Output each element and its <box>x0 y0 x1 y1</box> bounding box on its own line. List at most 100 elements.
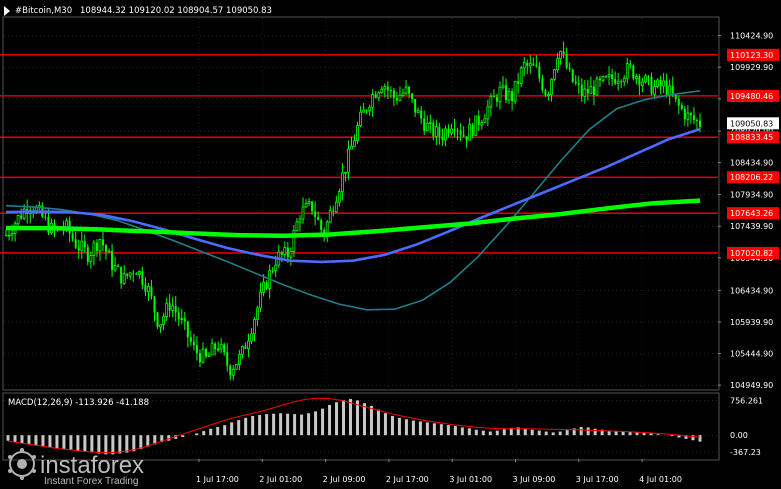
chart-header: #Bitcoin,M30 108944.32 109120.02 108904.… <box>4 6 272 16</box>
price-tick-label: 105444.90 <box>730 350 773 359</box>
candle-body-up <box>486 106 490 120</box>
candle-body-down <box>132 272 135 274</box>
candle-body-up <box>137 271 141 275</box>
candle-body-up <box>547 94 550 96</box>
candle-body-down <box>611 74 614 79</box>
candle-body-up <box>274 264 278 271</box>
candle-body-up <box>210 343 214 356</box>
candle-body-down <box>20 215 23 219</box>
candle-body-down <box>111 251 114 270</box>
candle-body-down <box>659 80 662 86</box>
candle-body-up <box>634 76 638 79</box>
candle-body-up <box>350 145 353 150</box>
candle-body-down <box>205 349 208 357</box>
candle-body-up <box>307 201 311 204</box>
candle-body-down <box>495 96 498 102</box>
candle-body-up <box>595 78 599 96</box>
candle-body-down <box>141 271 144 285</box>
candle-body-down <box>271 270 274 272</box>
level-label: 108833.45 <box>730 133 773 142</box>
candle-body-down <box>195 345 198 354</box>
candle-body-down <box>126 273 129 277</box>
candle-body-down <box>680 105 683 109</box>
candle-body-up <box>283 247 287 256</box>
candle-body-down <box>314 211 317 217</box>
last-price-label: 109050.83 <box>727 117 779 130</box>
candle-body-down <box>365 110 368 112</box>
candle-body-down <box>505 85 508 101</box>
candle-body-down <box>695 119 698 121</box>
candle-body-up <box>256 307 259 320</box>
level-label: 109480.46 <box>730 92 773 101</box>
candle-body-down <box>665 80 668 95</box>
candle-body-up <box>559 50 562 60</box>
candle-body-down <box>117 265 120 267</box>
candle-body-up <box>250 333 253 342</box>
candle-body-down <box>332 210 335 212</box>
candle-body-down <box>526 62 529 66</box>
candle-body-down <box>605 76 608 78</box>
candle-body-down <box>423 118 426 131</box>
candle-body-down <box>638 76 641 86</box>
candle-body-up <box>128 272 132 277</box>
candle-body-down <box>677 98 680 106</box>
candle-body-up <box>171 305 175 311</box>
candle-body-up <box>80 240 84 251</box>
macd-pane-frame <box>2 392 720 461</box>
dropdown-arrow-icon[interactable] <box>4 6 10 16</box>
ma-line-slow <box>6 198 701 238</box>
candle-body-down <box>44 216 47 218</box>
candle-body-up <box>483 118 487 123</box>
candle-body-down <box>586 89 589 94</box>
candle-body-down <box>689 113 692 116</box>
symbol-title: #Bitcoin,M30 <box>15 6 72 16</box>
candle-body-up <box>519 67 523 85</box>
candle-body-up <box>489 95 493 108</box>
candle-body-down <box>598 78 601 81</box>
level-tag <box>727 171 779 184</box>
candle-body-up <box>380 88 384 94</box>
candle-body-up <box>353 140 356 147</box>
candle-body-up <box>601 76 605 81</box>
candle-body-up <box>625 63 629 79</box>
candle-body-up <box>337 191 341 203</box>
macd-pane: 756.261 0.00 -367.23 MACD(12,26,9) -113.92… <box>2 392 763 461</box>
level-label: 108206.22 <box>730 173 773 182</box>
candle-body-down <box>699 120 701 127</box>
candle-body-up <box>480 122 484 126</box>
candle-body-up <box>444 128 447 141</box>
candle-body-down <box>492 96 495 98</box>
last-price-value: 109050.83 <box>730 119 773 128</box>
ohlc-values: 108944.32 109120.02 108904.57 109050.83 <box>80 6 272 16</box>
price-grid <box>4 18 718 389</box>
candle-body-down <box>456 130 459 132</box>
level-label: 107643.26 <box>730 209 773 218</box>
candle-body-down <box>477 115 480 125</box>
price-tick-label: 107934.90 <box>730 191 773 200</box>
candle-body-up <box>16 215 20 225</box>
candle-body-down <box>317 216 320 220</box>
price-tick-label: 106434.90 <box>730 286 773 295</box>
candle-body-down <box>577 83 580 85</box>
candle-body-up <box>528 63 532 67</box>
candle-body-up <box>347 148 350 173</box>
candle-body-up <box>662 80 666 87</box>
candle-body-down <box>177 312 180 319</box>
candle-body-up <box>589 86 593 94</box>
candle-body-down <box>459 130 462 135</box>
candle-body-down <box>74 239 77 248</box>
ma-line-mid <box>5 127 701 264</box>
time-tick-label: 3 Jul 09:00 <box>513 475 556 484</box>
candle-body-up <box>159 324 162 328</box>
candle-body-down <box>568 67 571 70</box>
candle-body-down <box>374 94 377 98</box>
candle-body-down <box>223 344 226 353</box>
candle-body-up <box>298 218 302 223</box>
candle-body-down <box>150 286 153 297</box>
candle-body-down <box>650 76 653 95</box>
candle-body-up <box>686 112 690 120</box>
candle-body-up <box>340 172 344 193</box>
candle-body-down <box>562 51 565 55</box>
macd-tick-label: 0.00 <box>730 431 748 440</box>
candles <box>5 41 701 381</box>
